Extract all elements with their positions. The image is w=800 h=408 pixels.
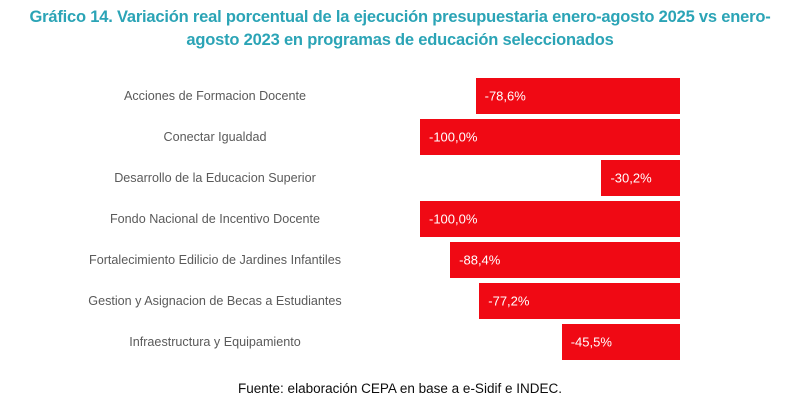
category-label: Conectar Igualdad [163, 130, 267, 144]
category-label: Fondo Nacional de Incentivo Docente [109, 212, 321, 226]
bar-value-label: -45,5% [570, 334, 612, 350]
bar-row: Acciones de Formacion Docente -78,6% [0, 78, 800, 114]
chart-title: Gráfico 14. Variación real porcentual de… [29, 8, 771, 49]
bar[interactable]: -77,2% [479, 283, 680, 319]
category-label: Acciones de Formacion Docente [123, 89, 306, 103]
chart-plot-area: Acciones de Formacion Docente -78,6% Conec… [0, 74, 800, 369]
category-label: Infraestructura y Equipamiento [129, 335, 301, 349]
bar[interactable]: -88,4% [450, 242, 680, 278]
bar-value-label: -100,0% [429, 129, 478, 145]
bar-value-label: -100,0% [429, 211, 478, 227]
bar[interactable]: -78,6% [475, 78, 680, 114]
bar-value-label: -78,6% [484, 88, 526, 104]
bar[interactable]: -30,2% [601, 160, 680, 196]
bar-row: Fortalecimiento Edilicio de Jardines Inf… [0, 242, 800, 278]
bar-row: Infraestructura y Equipamiento -45,5% [0, 324, 800, 360]
bar[interactable]: -100,0% [420, 201, 680, 237]
bar[interactable]: -100,0% [420, 119, 680, 155]
category-label: Gestion y Asignacion de Becas a Estudian… [88, 294, 342, 308]
bar-value-label: -30,2% [610, 170, 652, 186]
category-label: Fortalecimiento Edilicio de Jardines Inf… [89, 253, 341, 267]
bar-value-label: -77,2% [488, 293, 530, 309]
bar-row: Fondo Nacional de Incentivo Docente -100,… [0, 201, 800, 237]
source-note: Fuente: elaboración CEPA en base a e-Sid… [238, 381, 562, 396]
bar[interactable]: -45,5% [561, 324, 680, 360]
bar-value-label: -88,4% [459, 252, 501, 268]
bar-row: Conectar Igualdad -100,0% [0, 119, 800, 155]
bar-row: Gestion y Asignacion de Becas a Estudian… [0, 283, 800, 319]
bar-row: Desarrollo de la Educacion Superior -30,2… [0, 160, 800, 196]
category-label: Desarrollo de la Educacion Superior [114, 171, 316, 185]
